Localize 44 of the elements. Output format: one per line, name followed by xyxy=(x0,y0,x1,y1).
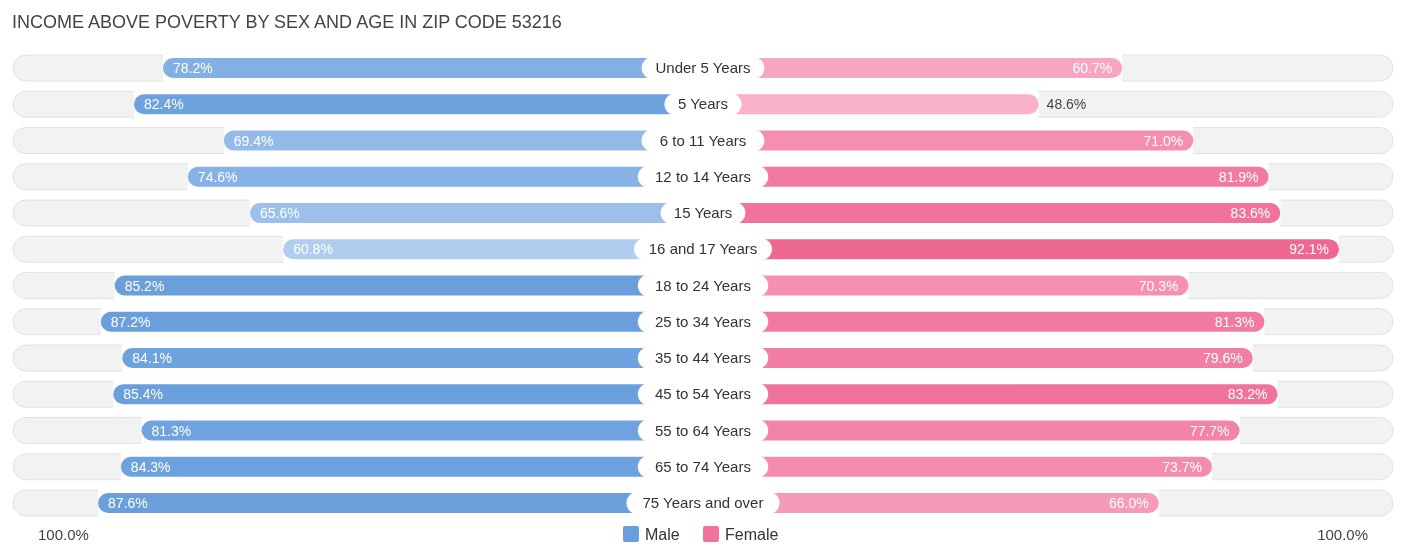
y-tick-label: 35 to 44 Years xyxy=(655,349,751,366)
data-label: 73.7% xyxy=(1162,458,1202,475)
data-label: 92.1% xyxy=(1289,241,1329,258)
data-label: 81.3% xyxy=(1214,313,1255,330)
data-label: 85.4% xyxy=(123,386,163,403)
legend-label: Female xyxy=(725,526,779,543)
data-label: 79.6% xyxy=(1202,350,1243,366)
data-label: 71.0% xyxy=(1143,132,1184,149)
y-tick-label: 16 and 17 Years xyxy=(648,240,758,258)
data-label: 78.2% xyxy=(172,60,213,76)
y-tick-label: 18 to 24 Years xyxy=(655,276,751,294)
data-label: 84.1% xyxy=(132,350,172,366)
y-tick-label: 5 Years xyxy=(677,95,729,113)
data-label: 83.2% xyxy=(1227,386,1268,403)
data-label: 85.2% xyxy=(124,277,165,294)
data-label: 65.6% xyxy=(260,205,300,221)
text: 100.0% xyxy=(38,526,89,543)
data-label: 87.2% xyxy=(110,313,151,330)
y-tick-label: 15 Years xyxy=(673,204,733,221)
text: 100.0% xyxy=(1317,526,1368,543)
data-label: 82.4% xyxy=(143,96,184,113)
data-label: 81.3% xyxy=(151,422,192,439)
y-tick-label: 25 to 34 Years xyxy=(655,312,751,330)
y-tick-label: 65 to 74 Years xyxy=(655,457,751,475)
y-tick-label: 6 to 11 Years xyxy=(659,131,747,149)
y-tick-label: 45 to 54 Years xyxy=(655,385,751,403)
data-label: 83.6% xyxy=(1230,205,1271,221)
data-label: 81.9% xyxy=(1218,168,1259,185)
data-label: 84.3% xyxy=(130,458,171,475)
legend-label: Male xyxy=(645,526,680,543)
data-label: 48.6% xyxy=(1046,96,1087,113)
data-label: 66.0% xyxy=(1109,495,1149,511)
data-label: 87.6% xyxy=(108,495,148,511)
data-label: 70.3% xyxy=(1138,277,1179,294)
y-tick-label: Under 5 Years xyxy=(655,59,751,76)
chart-title: INCOME ABOVE POVERTY BY SEX AND AGE IN ZIP CODE 53216 xyxy=(12,12,562,32)
data-label: 74.6% xyxy=(197,168,238,185)
data-label: 60.8% xyxy=(293,241,333,258)
y-tick-label: 55 to 64 Years xyxy=(655,421,751,439)
data-label: 77.7% xyxy=(1189,422,1230,439)
data-label: 69.4% xyxy=(233,132,274,149)
data-label: 60.7% xyxy=(1072,60,1113,76)
y-tick-label: 75 Years and over xyxy=(642,494,764,511)
y-tick-label: 12 to 14 Years xyxy=(655,167,751,185)
